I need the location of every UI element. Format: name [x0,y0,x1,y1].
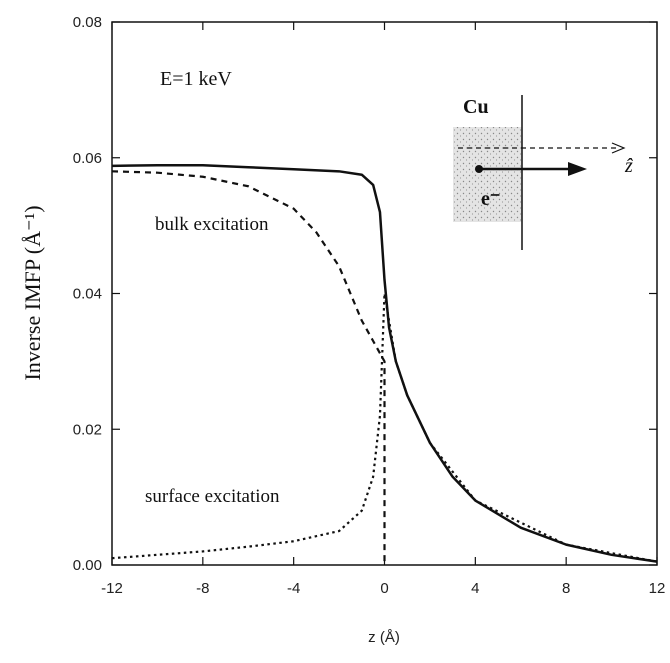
y-tick-label: 0.00 [73,557,102,574]
y-tick-label: 0.06 [73,150,102,167]
x-tick-label: -4 [287,580,300,597]
annotation: surface excitation [145,486,280,507]
inset-material: Cu [463,96,489,118]
x-tick-label: -12 [101,580,123,597]
inset: Cu e⁻ ẑ [453,95,633,250]
inset-solid [453,127,522,222]
inset-axis-head [611,142,626,154]
annotation: E=1 keV [160,68,232,90]
x-tick-label: 0 [380,580,388,597]
x-tick-label: -8 [196,580,209,597]
inset-electron-head [568,162,587,176]
x-axis-label: z (Å) [368,629,400,646]
y-axis-label: Inverse IMFP (Å⁻¹) [20,205,45,380]
series-line [111,163,658,563]
y-tick-label: 0.08 [73,14,102,31]
x-tick-label: 8 [562,580,570,597]
annotation: bulk excitation [155,214,269,235]
x-tick-label: 4 [471,580,479,597]
inset-particle: e⁻ [481,188,500,210]
y-tick-label: 0.04 [73,286,102,303]
series-line [111,292,658,563]
x-tick-label: 12 [649,580,666,597]
inset-axis-label: ẑ [624,155,633,177]
y-tick-label: 0.02 [73,421,102,438]
